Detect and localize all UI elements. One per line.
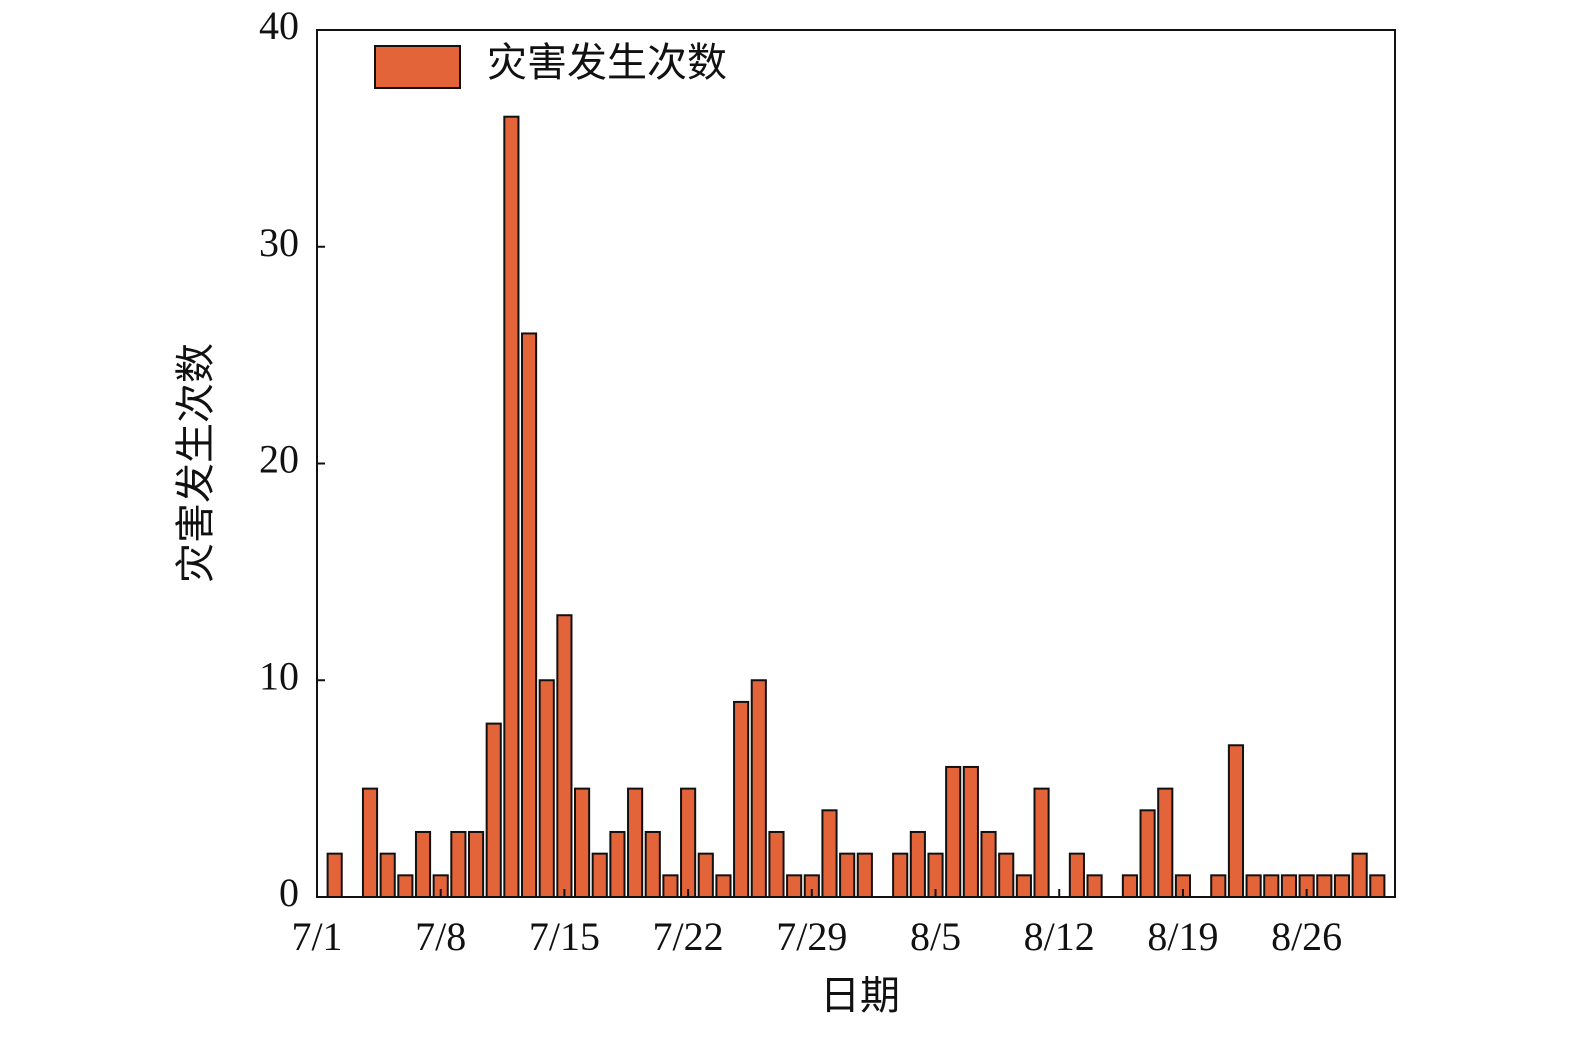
- y-tick-label: 40: [259, 3, 299, 48]
- bar: [839, 852, 856, 899]
- bar: [768, 830, 785, 898]
- bar: [485, 722, 502, 898]
- bar: [1033, 787, 1050, 898]
- bar: [1157, 787, 1174, 898]
- bar: [1139, 809, 1156, 898]
- bar: [945, 765, 962, 899]
- x-tick-label: 7/1: [291, 914, 342, 959]
- bar: [786, 874, 803, 899]
- bar: [1316, 874, 1333, 899]
- bar: [1351, 852, 1368, 899]
- x-tick-label: 7/22: [653, 914, 724, 959]
- bar: [574, 787, 591, 898]
- bar: [609, 830, 626, 898]
- bar: [361, 787, 379, 898]
- bar: [662, 874, 679, 899]
- bar: [467, 830, 485, 898]
- y-tick-label: 20: [259, 437, 299, 482]
- x-tick-label: 7/8: [415, 914, 466, 959]
- bar: [503, 115, 520, 898]
- legend-swatch: [374, 45, 461, 89]
- bar: [538, 679, 555, 898]
- bar: [379, 852, 396, 899]
- bar: [556, 614, 573, 898]
- y-tick-label: 0: [279, 870, 299, 915]
- bar: [326, 852, 343, 899]
- bar: [715, 874, 732, 899]
- y-tick-label: 10: [259, 653, 299, 698]
- bar: [680, 787, 697, 898]
- bar: [856, 852, 873, 899]
- bar: [1121, 874, 1138, 899]
- bar: [644, 830, 661, 898]
- bar: [1263, 874, 1280, 899]
- bar: [1333, 874, 1351, 899]
- bar: [1280, 874, 1298, 899]
- bar: [697, 852, 714, 899]
- bar: [397, 874, 414, 899]
- x-tick-label: 7/29: [776, 914, 847, 959]
- bar: [1210, 874, 1227, 899]
- y-axis-label: 灾害发生次数: [173, 343, 218, 583]
- bar: [1068, 852, 1085, 899]
- bar: [1015, 874, 1032, 899]
- bar: [998, 852, 1015, 899]
- bar: [750, 679, 767, 898]
- bar: [980, 830, 997, 898]
- bar: [892, 852, 909, 899]
- x-tick-label: 8/19: [1147, 914, 1218, 959]
- x-axis-label: 日期: [820, 973, 900, 1018]
- bar: [962, 765, 979, 899]
- bar: [909, 830, 926, 898]
- bar: [414, 830, 432, 898]
- bar: [1086, 874, 1103, 899]
- bar: [450, 830, 467, 898]
- bar: [1227, 744, 1245, 899]
- bar: [520, 332, 538, 898]
- bar: [1245, 874, 1262, 899]
- x-tick-label: 8/12: [1024, 914, 1095, 959]
- bar: [821, 809, 838, 898]
- bar: [627, 787, 644, 898]
- y-tick-label: 30: [259, 220, 299, 265]
- bar: [1369, 874, 1386, 899]
- x-tick-label: 8/5: [910, 914, 961, 959]
- bar: [591, 852, 608, 899]
- bar: [733, 700, 750, 898]
- legend-label: 灾害发生次数: [487, 40, 727, 85]
- x-tick-label: 7/15: [529, 914, 600, 959]
- x-tick-label: 8/26: [1271, 914, 1342, 959]
